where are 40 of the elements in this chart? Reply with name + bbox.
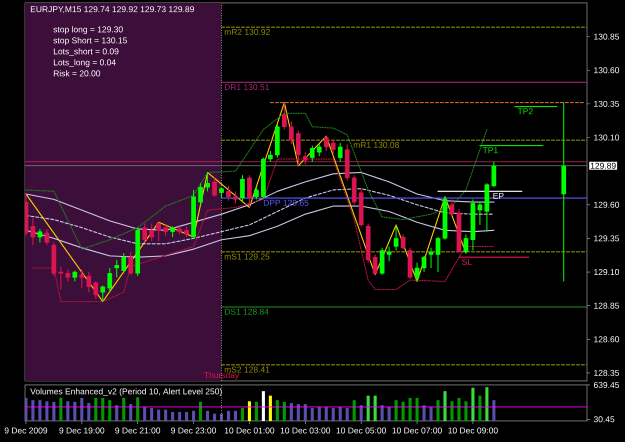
series-label: EP: [493, 193, 504, 199]
series-label: TP2: [518, 108, 533, 114]
chart-title: Volumes Enhanced_v2 (Period 10, Alert Level 250): [30, 388, 222, 396]
x-tick-label: 10 Dec 09:00: [448, 428, 498, 434]
y-tick-label: 128.85: [594, 302, 620, 309]
series-label: TP1: [482, 147, 498, 154]
y-tick-label: 639.45: [594, 382, 620, 388]
ref-line-label: Thursday: [204, 372, 240, 380]
annotation: Lots_long = 0.04: [54, 59, 116, 68]
x-tick-label: 10 Dec 05:00: [336, 428, 386, 434]
y-tick-label: 129.35: [594, 235, 620, 242]
series-label: SL: [462, 258, 472, 265]
y-tick-label: 129.60: [594, 202, 620, 208]
y-tick-label: 130.10: [594, 134, 620, 140]
x-tick-label: 9 Dec 23:00: [171, 428, 216, 434]
annotation: stop long = 129.30: [53, 26, 123, 34]
series-label: mS2 128.41: [224, 366, 270, 373]
annotation: Lots_short = 0.09: [54, 48, 118, 56]
annotation: Risk = 20.00: [54, 70, 100, 76]
y-tick-label: 128.35: [594, 370, 620, 376]
y-tick-label: 30.45: [594, 416, 614, 422]
x-tick-label: 9 Dec 2009: [4, 428, 48, 434]
series-label: DR1 130.51: [224, 84, 269, 90]
x-tick-label: 10 Dec 07:00: [392, 428, 442, 434]
y-tick-label: 129.10: [594, 269, 620, 276]
x-tick-label: 10 Dec 03:00: [280, 428, 330, 434]
series-label: mR2 130.92: [224, 28, 270, 35]
series-label: mS1 129.25: [224, 254, 270, 260]
y-tick-label: 130.85: [594, 34, 620, 40]
annotation: stop Short = 130.15: [53, 37, 127, 46]
ref-line-label: 129.89: [590, 162, 616, 169]
y-tick-label: 128.60: [594, 336, 620, 342]
x-tick-label: 9 Dec 19:00: [59, 428, 104, 434]
x-tick-label: 9 Dec 21:00: [115, 428, 160, 434]
x-tick-label: 10 Dec 01:00: [224, 428, 274, 434]
y-tick-label: 130.60: [594, 67, 620, 74]
y-tick-label: 130.35: [594, 100, 620, 107]
chart-title: EURJPY,M15 129.74 129.92 129.73 129.89: [30, 6, 194, 14]
series-label: mR1 130.08: [354, 142, 399, 148]
series-label: DS1 128.84: [224, 308, 269, 315]
